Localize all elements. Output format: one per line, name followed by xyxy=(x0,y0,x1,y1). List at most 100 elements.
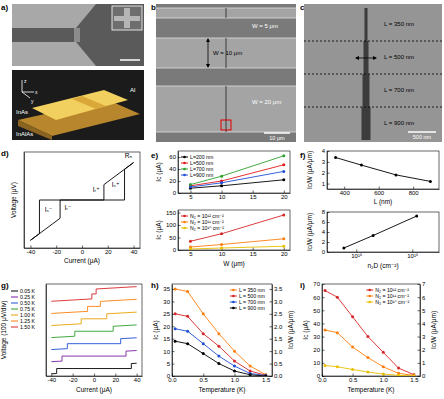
tick: -20 xyxy=(52,246,61,256)
data-point xyxy=(186,290,189,293)
panel-label: d) xyxy=(1,149,9,158)
data-point xyxy=(220,243,223,246)
tick: 10 xyxy=(313,360,324,366)
chart-panel: -40-2002040Current (μA)Voltage (100 μV/d… xyxy=(0,281,143,394)
legend-swatch xyxy=(181,216,188,217)
data-point xyxy=(189,248,192,251)
data-point xyxy=(382,373,385,376)
tick-mark xyxy=(322,323,325,324)
data-point xyxy=(397,367,400,370)
tick: 6 xyxy=(322,219,330,225)
data-point xyxy=(249,373,252,376)
junction-gap xyxy=(362,107,371,140)
tick: 60 xyxy=(313,295,324,301)
tick-label: 8 xyxy=(322,209,326,215)
legend-label: 1.50 K xyxy=(20,324,36,330)
tick-mark xyxy=(418,323,421,324)
axis-line xyxy=(179,250,291,251)
tick-label: 20 xyxy=(169,178,176,184)
tick: 10¹⁶ xyxy=(407,250,419,260)
tick: 2 xyxy=(418,347,427,353)
junction-gap xyxy=(365,8,368,41)
annotation: Rₙ xyxy=(125,152,133,159)
tick-label: 0 xyxy=(81,249,85,255)
data-point xyxy=(394,173,397,176)
data-point xyxy=(334,156,337,159)
panel-label: e) xyxy=(151,151,158,160)
tick-mark xyxy=(190,191,191,194)
tick: 30 xyxy=(313,334,324,340)
tick: 100 xyxy=(166,222,181,228)
x-axis-title: n₂D (cm⁻²) xyxy=(367,262,398,270)
data-point xyxy=(174,312,177,315)
x-axis-title: Temperature (K) xyxy=(199,386,246,394)
data-point xyxy=(217,355,220,358)
tick: 1.5 xyxy=(270,336,284,342)
legend: L=200 nmL=500 nmL=700 nmL=900 nm xyxy=(181,154,213,178)
y-axis-title: Voltage (100 μV/div) xyxy=(0,301,8,360)
image-background xyxy=(156,4,296,142)
tick-label: 4 xyxy=(322,148,326,154)
tick-label: 60 xyxy=(169,154,176,160)
y2-axis-title: Ic/W (μA/μm) xyxy=(430,311,438,349)
series-line xyxy=(51,351,136,362)
tick: -20 xyxy=(69,374,78,384)
series-line xyxy=(190,171,283,187)
tick-label: 1.5 xyxy=(274,336,283,342)
data-point xyxy=(282,237,285,240)
tick: -40 xyxy=(47,374,56,384)
length-label: L = 500 nm xyxy=(384,54,414,60)
tick: 10 xyxy=(219,191,226,201)
tick-label: 15 xyxy=(250,251,257,257)
tick: 0.5 xyxy=(349,374,358,384)
tick-label: 1.0 xyxy=(231,377,240,383)
tick-mark xyxy=(94,374,95,377)
tick-mark xyxy=(322,363,325,364)
tick-mark xyxy=(253,191,254,194)
tick: 35 xyxy=(163,286,174,292)
legend-swatch xyxy=(11,315,18,316)
chart-panel: 51015200204060Ic (μA)e)L=200 nmL=500 nmL… xyxy=(151,151,291,200)
segment-divider xyxy=(304,107,442,108)
series-line xyxy=(51,287,136,302)
legend-marker xyxy=(368,295,371,298)
axis-line xyxy=(179,193,291,194)
junction xyxy=(74,28,80,42)
series-line xyxy=(175,289,266,375)
tick-mark xyxy=(253,248,254,251)
data-point xyxy=(233,370,236,373)
data-point xyxy=(220,175,223,178)
tick-label: 400 xyxy=(340,190,351,196)
data-point xyxy=(282,214,285,217)
image-background xyxy=(12,70,144,140)
junction-gap xyxy=(364,41,369,74)
series-group xyxy=(324,289,416,376)
layer-label: InAs xyxy=(16,109,28,115)
tick-label: 0 xyxy=(167,373,171,379)
tick-label: 7 xyxy=(422,281,426,287)
series-line xyxy=(325,330,414,375)
data-point xyxy=(412,375,415,377)
legend-swatch xyxy=(181,228,188,229)
data-point xyxy=(397,374,400,376)
tick-label: 50 xyxy=(169,235,176,241)
y2-axis: 01234567 xyxy=(418,281,427,379)
tick: 8 xyxy=(322,209,330,215)
tick-mark xyxy=(172,339,175,340)
tick-label: 2.0 xyxy=(274,324,283,330)
series-line xyxy=(51,312,136,325)
data-point xyxy=(351,315,354,318)
series-group xyxy=(189,154,285,189)
data-point xyxy=(189,240,192,243)
film xyxy=(72,96,106,109)
axis-arrow xyxy=(22,92,30,98)
tick: 10 xyxy=(219,248,226,258)
data-point xyxy=(412,374,415,376)
tick-label: 0.0 xyxy=(274,373,283,379)
tick-mark xyxy=(327,252,330,253)
y-axis xyxy=(24,153,25,249)
tick-label: 20 xyxy=(112,377,119,383)
legend-swatch xyxy=(366,302,373,303)
tick-mark xyxy=(172,301,175,302)
chart-panel: 0.00.51.01.5051015202530350.00.51.01.52.… xyxy=(151,281,295,394)
